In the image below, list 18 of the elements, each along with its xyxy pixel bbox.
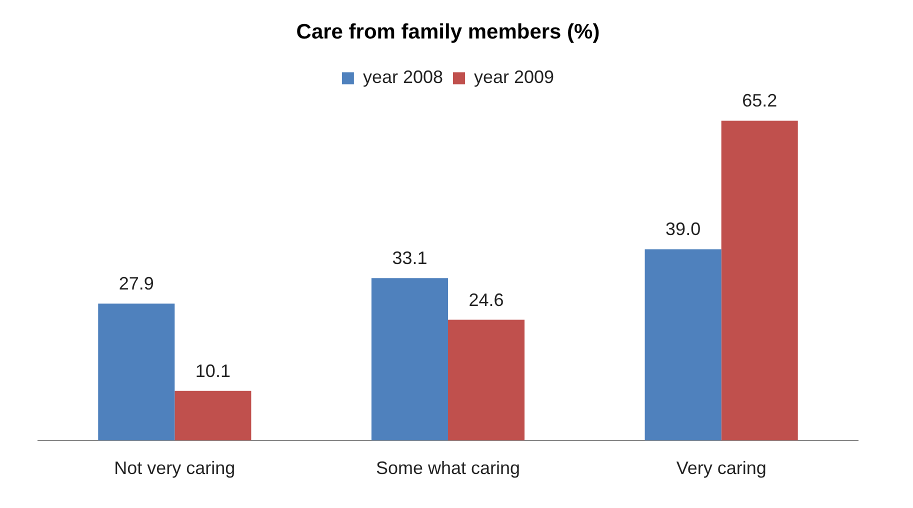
data-label: 65.2	[742, 90, 778, 111]
data-label: 10.1	[195, 360, 230, 381]
x-tick-label: Some what caring	[376, 458, 520, 478]
x-tick-label: Very caring	[676, 458, 766, 478]
bar	[448, 320, 525, 440]
bar	[721, 120, 798, 440]
legend-label: year 2008	[362, 67, 444, 88]
data-label: 27.9	[118, 274, 154, 294]
data-label: 39.0	[666, 219, 701, 240]
data-label: 24.6	[468, 290, 504, 310]
bar	[644, 249, 722, 440]
chart-title: Care from family members (%)	[296, 20, 600, 44]
bar	[174, 390, 252, 440]
bar	[98, 304, 175, 440]
legend-label: year 2009	[474, 67, 554, 88]
data-label: 33.1	[392, 248, 428, 268]
x-tick-label: Not very caring	[114, 458, 236, 478]
bar	[371, 278, 448, 440]
